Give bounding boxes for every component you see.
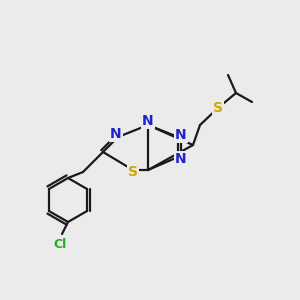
Text: Cl: Cl [53, 238, 67, 250]
Text: N: N [175, 128, 187, 142]
Text: N: N [110, 127, 122, 141]
Text: S: S [213, 101, 223, 115]
Text: S: S [128, 165, 138, 179]
Text: N: N [175, 152, 187, 166]
Text: N: N [142, 114, 154, 128]
